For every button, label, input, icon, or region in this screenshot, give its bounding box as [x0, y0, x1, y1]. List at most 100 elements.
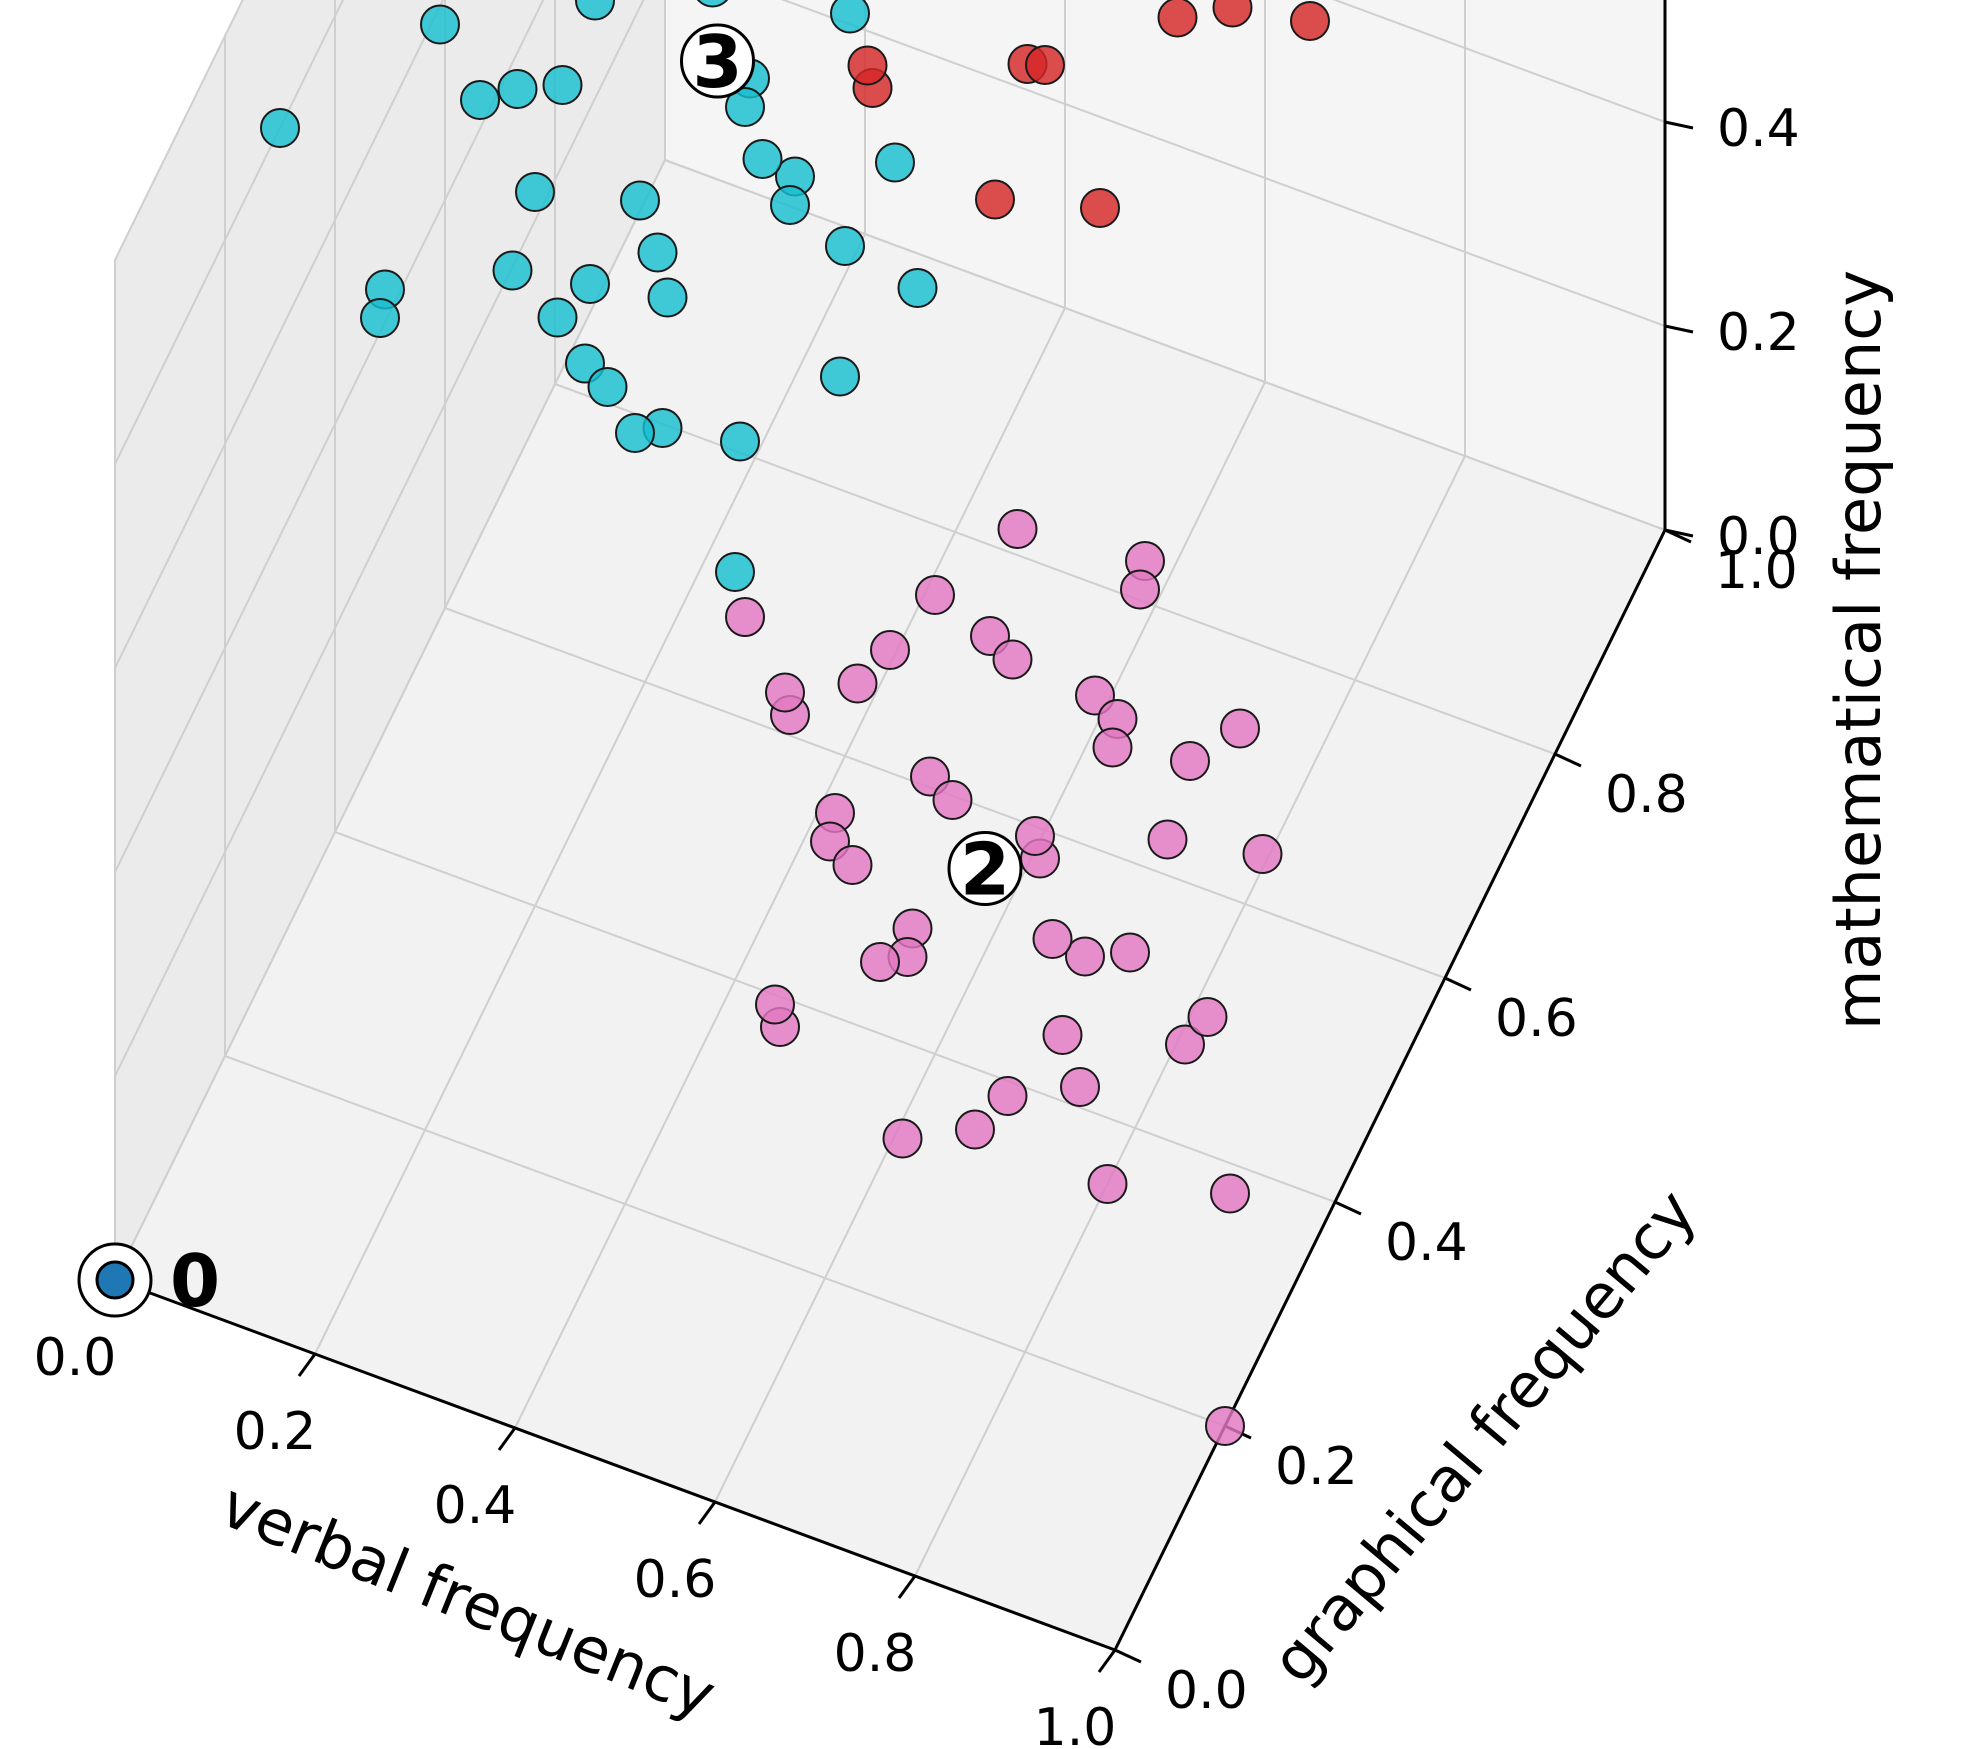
x-tick-label: 0.6	[634, 1550, 717, 1610]
x-tick-label: 0.0	[34, 1328, 117, 1388]
axis-panes	[115, 0, 1665, 1650]
data-point	[832, 845, 873, 885]
centroid-marker	[947, 831, 1023, 906]
x-tick-label: 0.8	[834, 1624, 917, 1684]
data-point	[875, 142, 915, 183]
data-point	[1187, 997, 1228, 1037]
grid-line	[114, 159, 666, 1281]
data-point	[955, 1109, 995, 1150]
data-point	[537, 297, 578, 338]
y-tick-label: 0.2	[1275, 1437, 1358, 1497]
x-tick	[297, 1353, 317, 1377]
data-point	[870, 630, 910, 670]
data-point	[715, 552, 755, 592]
data-point	[1205, 1406, 1245, 1446]
data-point	[997, 509, 1038, 549]
data-point	[360, 298, 400, 338]
data-point	[830, 0, 870, 34]
data-point	[1147, 819, 1188, 860]
data-point	[720, 421, 760, 462]
data-point	[1015, 816, 1055, 856]
centroid-marker	[680, 23, 755, 99]
grid-line	[334, 831, 1336, 1203]
x-tick	[1097, 1649, 1117, 1673]
data-point	[820, 356, 860, 397]
x-tick-label: 0.4	[434, 1476, 517, 1536]
z-axis-label: mathematical frequency	[1822, 270, 1895, 1030]
data-point	[725, 87, 765, 127]
data-point	[1042, 1015, 1083, 1055]
data-point	[1212, 0, 1253, 28]
data-point	[515, 172, 555, 212]
floor-pane	[115, 160, 1665, 1650]
z-tick-label: 0.0	[1717, 507, 1800, 567]
y-axis-line	[1113, 529, 1667, 1651]
data-point	[755, 984, 795, 1025]
grid-line	[224, 1055, 1226, 1427]
data-point	[860, 942, 900, 982]
grid-line	[114, 0, 445, 669]
data-point	[975, 179, 1015, 220]
z-tick	[1664, 120, 1694, 130]
data-point	[647, 277, 688, 318]
data-point	[587, 367, 628, 407]
grid-line	[514, 307, 1066, 1429]
back-pane	[665, 0, 1665, 530]
data-point	[420, 4, 460, 45]
data-point	[825, 226, 865, 266]
axis-lines: 0.00.20.40.60.81.00.00.20.40.60.81.00.00…	[34, 0, 1800, 1749]
grid-line	[114, 0, 645, 1077]
y-tick	[1444, 976, 1472, 992]
y-tick	[1554, 752, 1582, 768]
data-point	[1242, 834, 1283, 874]
data-point	[915, 575, 955, 615]
y-tick	[1114, 1648, 1142, 1664]
data-point	[1080, 188, 1120, 228]
data-point	[992, 639, 1033, 680]
centroid-point	[95, 1260, 135, 1300]
x-axis-line	[114, 1278, 1116, 1652]
grid-line	[664, 159, 1666, 531]
x-tick-label: 0.2	[234, 1402, 317, 1462]
data-point	[765, 672, 805, 713]
grid-line	[114, 0, 344, 465]
data-point	[1210, 1173, 1250, 1214]
data-point	[492, 250, 533, 291]
y-tick-label: 1.0	[1715, 541, 1798, 601]
left-pane	[115, 0, 665, 1280]
data-point	[1110, 932, 1150, 973]
x-tick	[697, 1501, 717, 1525]
z-tick	[1664, 324, 1694, 334]
data-point	[1065, 936, 1105, 977]
z-tick	[1664, 528, 1694, 538]
z-tick-label: 0.2	[1717, 303, 1800, 363]
data-point	[1025, 45, 1065, 85]
x-tick-label: 1.0	[1034, 1698, 1117, 1749]
data-point	[770, 185, 810, 225]
data-point	[575, 0, 615, 21]
data-point	[1157, 0, 1198, 38]
data-point	[542, 65, 583, 105]
cluster-label: 3	[692, 20, 742, 104]
data-point	[260, 108, 300, 148]
data-point	[497, 69, 538, 109]
data-point	[897, 268, 938, 308]
data-point	[725, 597, 765, 637]
y-tick-label: 0.0	[1165, 1661, 1248, 1721]
data-point	[1120, 569, 1160, 610]
data-point	[696, 0, 729, 8]
data-point	[847, 45, 888, 86]
y-tick-label: 0.4	[1385, 1213, 1468, 1273]
y-tick-label: 0.6	[1495, 989, 1578, 1049]
grid-line	[114, 0, 244, 261]
data-point	[1092, 727, 1133, 768]
data-point	[570, 264, 610, 304]
cluster-label: 2	[960, 828, 1010, 912]
x-tick	[497, 1427, 517, 1451]
z-tick-label: 0.4	[1717, 99, 1800, 159]
data-point	[837, 663, 878, 704]
grid-line	[314, 233, 866, 1355]
data-point	[1032, 919, 1073, 959]
data-point	[1220, 708, 1260, 749]
